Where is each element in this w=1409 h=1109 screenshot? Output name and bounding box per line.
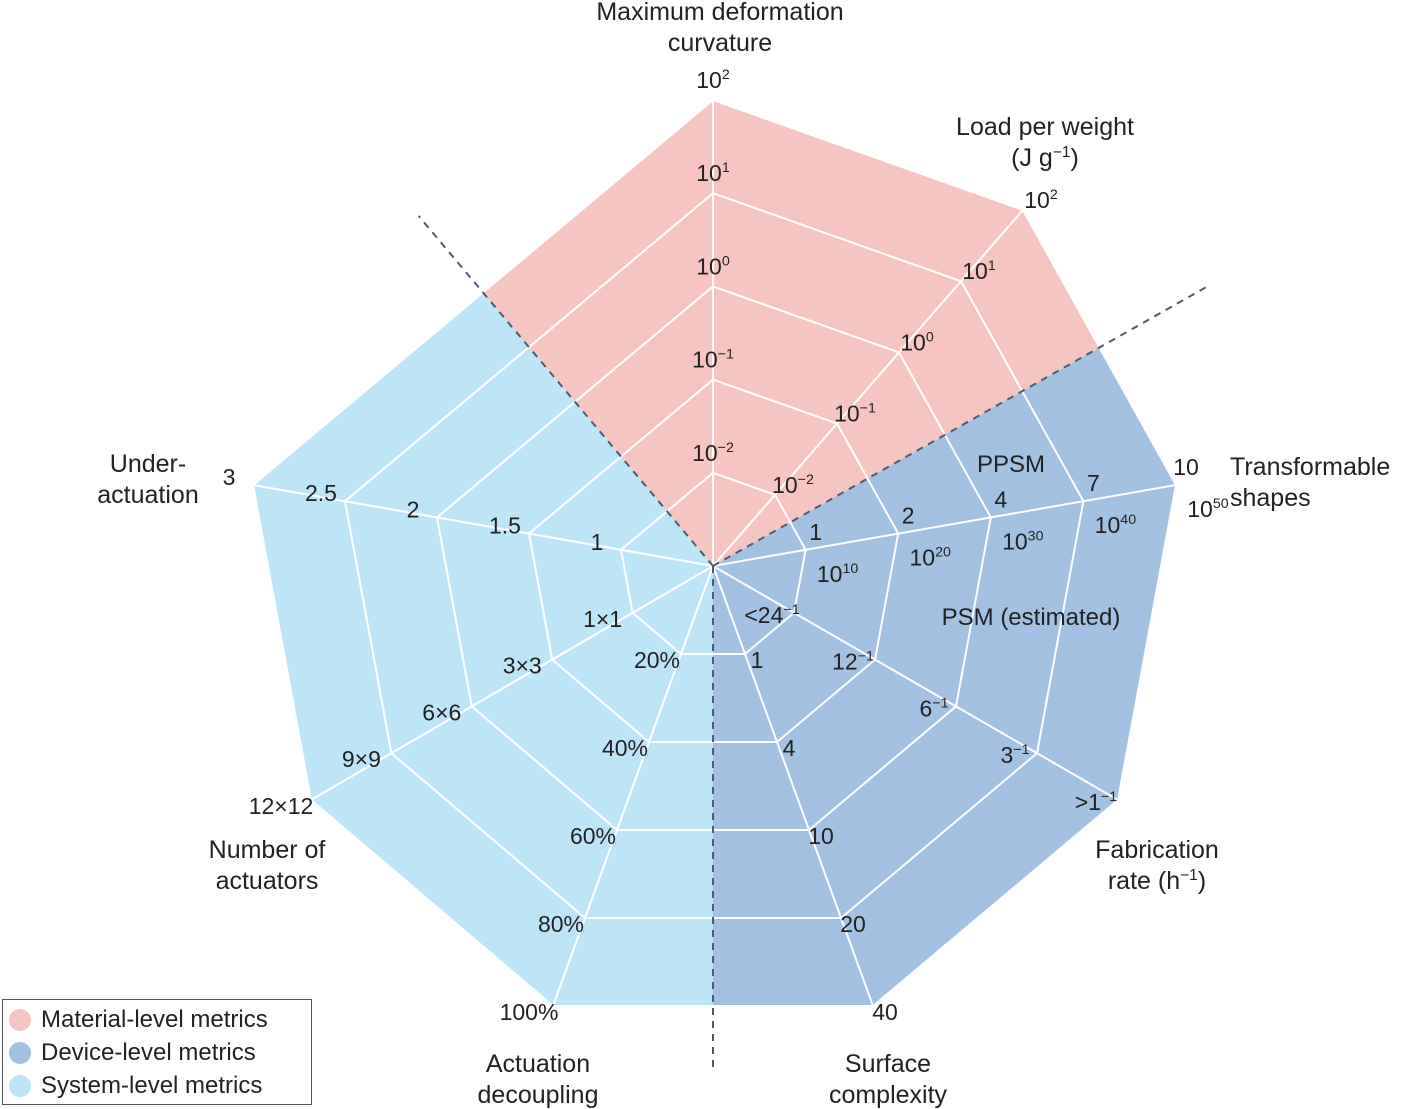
sector-divider-1	[417, 215, 714, 567]
tick-label: 40%	[602, 735, 648, 761]
legend-swatch-material	[9, 1009, 31, 1031]
tick-label: 3×3	[503, 653, 542, 679]
tick-label: 3−1	[1000, 742, 1029, 768]
tick-label: 1.5	[489, 513, 521, 539]
axis-name: actuators	[216, 867, 319, 895]
legend-swatch-device	[9, 1042, 31, 1064]
legend-item-material: Material-level metrics	[9, 1005, 268, 1035]
tick-label: 1030	[1002, 528, 1044, 554]
axis-name: rate (h−1)	[1108, 867, 1206, 895]
sector-divider-2	[712, 285, 1209, 567]
tick-label: 10	[808, 823, 834, 849]
tick-label: 12−1	[832, 649, 874, 675]
axis-name: (J g−1)	[1011, 144, 1079, 172]
tick-label: 2.5	[305, 480, 337, 506]
tick-label: 100%	[500, 999, 559, 1025]
device-sector	[713, 347, 1176, 1006]
annotations: PPSM PSM (estimated)	[942, 451, 1121, 631]
tick-label: 1040	[1095, 512, 1137, 538]
tick-label: 10	[1173, 454, 1199, 480]
legend-label-device: Device-level metrics	[41, 1039, 256, 1066]
tick-label: 60%	[570, 823, 616, 849]
spoke-5	[712, 565, 874, 1007]
axis-name: Number of	[209, 836, 326, 864]
axis-name: curvature	[668, 29, 772, 57]
tick-labels: 10−210−110010110210−210−1100101102110102…	[223, 67, 1229, 1025]
tick-label: 3	[223, 464, 236, 490]
tick-label: 1020	[909, 545, 951, 571]
axis-name: Actuation	[486, 1050, 590, 1078]
radar-spokes	[252, 100, 1177, 1007]
spoke-7	[310, 565, 714, 801]
tick-label: >1−1	[1075, 789, 1118, 815]
tick-label: 100	[696, 253, 730, 279]
axis-name: Load per weight	[956, 113, 1134, 141]
tick-label: 100	[900, 329, 934, 355]
tick-label: 10−2	[772, 472, 814, 498]
spoke-8	[252, 484, 714, 567]
tick-label: 40	[872, 999, 898, 1025]
sector-backgrounds	[253, 100, 1176, 1006]
tick-label: 4	[994, 486, 1007, 512]
system-sector	[253, 292, 713, 1006]
axis-name: complexity	[829, 1081, 948, 1109]
legend-item-system: System-level metrics	[9, 1071, 262, 1101]
tick-label: 7	[1087, 470, 1100, 496]
tick-label: 1×1	[583, 606, 622, 632]
legend-label-material: Material-level metrics	[41, 1006, 268, 1033]
tick-label: 6−1	[919, 695, 948, 721]
annotation-psm-estimated: PSM (estimated)	[942, 604, 1121, 631]
legend-label-system: System-level metrics	[41, 1072, 263, 1099]
tick-label: 10−1	[834, 401, 876, 427]
spoke-2	[712, 209, 1024, 567]
spoke-3	[712, 484, 1177, 567]
spoke-4	[712, 565, 1119, 801]
axis-name: Surface	[845, 1050, 931, 1078]
tick-label: 6×6	[422, 699, 461, 725]
tick-label: 1	[751, 647, 764, 673]
tick-label: <24−1	[744, 602, 799, 628]
axis-name: Maximum deformation	[596, 0, 843, 26]
axis-names: Maximum deformation curvature Load per wei…	[97, 0, 1390, 1109]
tick-label: 20	[840, 911, 866, 937]
tick-label: 80%	[538, 911, 584, 937]
material-sector	[483, 100, 1100, 566]
tick-label: 1010	[817, 561, 859, 587]
legend-item-device: Device-level metrics	[9, 1038, 256, 1068]
tick-label: 10−2	[692, 440, 734, 466]
axis-name: Transformable	[1230, 453, 1390, 481]
tick-label: 10−1	[692, 347, 734, 373]
annotation-ppsm: PPSM	[977, 451, 1045, 478]
axis-name: decoupling	[478, 1081, 599, 1109]
tick-label: 20%	[634, 647, 680, 673]
axis-name: Under-	[110, 450, 186, 478]
axis-name: actuation	[97, 481, 198, 509]
axis-name: shapes	[1230, 484, 1311, 512]
spoke-6	[552, 565, 714, 1007]
sector-divider-lines	[417, 215, 1209, 1070]
tick-label: 101	[962, 258, 996, 284]
tick-label: 101	[696, 160, 730, 186]
axis-name: Fabrication	[1095, 836, 1219, 864]
tick-label: 1	[591, 529, 604, 555]
tick-label: 2	[407, 496, 420, 522]
tick-label: 12×12	[249, 793, 314, 819]
tick-label: 4	[783, 735, 796, 761]
legend: Material-level metrics Device-level metr…	[2, 999, 312, 1105]
tick-label: 102	[696, 67, 730, 93]
tick-label: 1050	[1187, 496, 1229, 522]
tick-label: 102	[1024, 187, 1058, 213]
tick-label: 9×9	[342, 746, 381, 772]
tick-label: 1	[809, 519, 822, 545]
tick-label: 2	[902, 503, 915, 529]
legend-swatch-system	[9, 1075, 31, 1097]
